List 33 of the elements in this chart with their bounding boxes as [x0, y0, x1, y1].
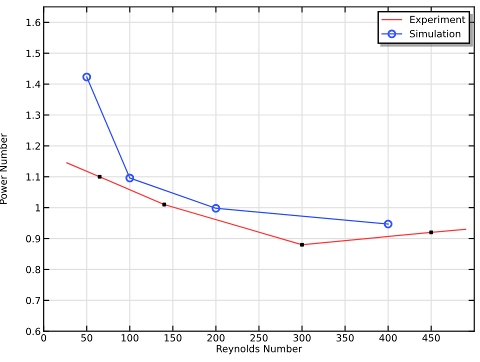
x-axis-title: Reynolds Number — [216, 344, 302, 354]
x-tick-label: 450 — [422, 334, 440, 342]
x-tick-label: 150 — [164, 334, 182, 342]
y-tick-label: 0.7 — [26, 296, 40, 304]
legend-label: Simulation — [410, 30, 460, 38]
point — [82, 72, 92, 82]
x-tick-label: 100 — [122, 334, 138, 342]
y-tick-label: 0.6 — [26, 328, 40, 336]
line-series — [66, 162, 466, 246]
y-tick-label: 1.4 — [26, 80, 40, 88]
y-tick-label: 1 — [36, 204, 40, 212]
x-tick-label: 300 — [293, 334, 311, 342]
x-tick-label: 200 — [207, 334, 225, 342]
point — [212, 204, 220, 213]
y-tick-label: 1.3 — [26, 111, 40, 119]
x-tick-label: 250 — [250, 334, 268, 342]
y-tick-label: 0.9 — [26, 235, 40, 242]
legend-label: Experiment — [410, 16, 466, 26]
y-tick-label: 1.2 — [26, 142, 40, 150]
x-tick-label: 50 — [81, 334, 92, 342]
point — [98, 174, 102, 179]
point — [162, 202, 166, 206]
x-tick-label: 350 — [336, 334, 354, 342]
y-tick-label: 0.8 — [26, 266, 40, 274]
point — [429, 230, 434, 234]
point — [384, 220, 393, 228]
x-tick-label: 0 — [41, 334, 46, 342]
point — [300, 242, 304, 247]
x-tick-label: 400 — [379, 334, 397, 342]
y-tick-label: 1.5 — [26, 50, 40, 58]
y-tick-label: 1.6 — [26, 18, 40, 26]
y-tick-label: 1.1 — [26, 173, 40, 180]
point — [125, 174, 134, 182]
